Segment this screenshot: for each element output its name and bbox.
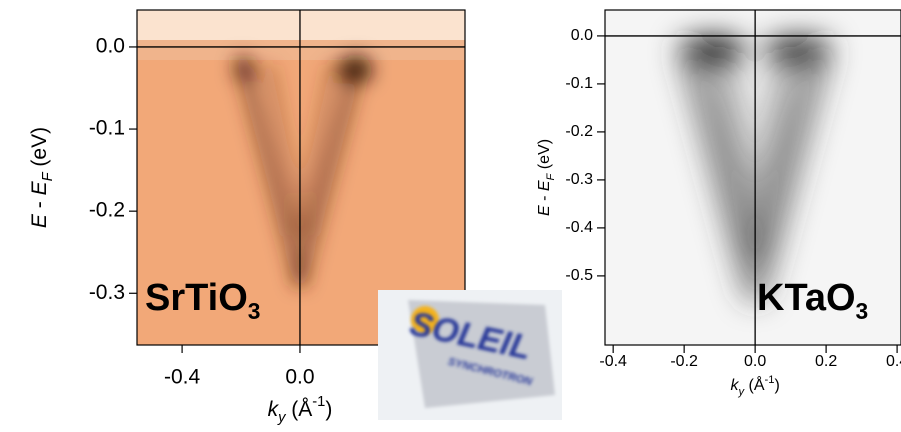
y-axis-label-part: (eV) [28,127,51,173]
sample-label-sub: 3 [248,298,261,324]
y-axis-label-part: F [545,172,557,180]
sample-label: SrTiO3 [145,277,260,324]
x-axis-label: ky (Å-1) [730,374,779,398]
y-axis-label: E - EF (eV) [28,127,56,228]
y-tick-label: -0.2 [565,123,593,140]
sample-label-sub: 3 [856,298,869,324]
x-axis-label-part: (Å [744,375,765,394]
bands [677,36,833,303]
plot-frame [604,9,901,346]
x-axis-label-part: ) [325,398,332,421]
heatmap [137,10,465,345]
y-tick-label: 0.0 [571,27,593,44]
y-tick-label: -0.1 [89,117,125,140]
x-tick-label: -0.4 [164,366,201,389]
logo-sun [411,306,439,334]
heatmap-edge [137,40,465,60]
x-axis-label-part: ) [774,377,779,394]
y-axis-label-part: E [28,180,51,195]
logo: SOLEIL SYNCHROTRON [378,290,562,420]
y-tick-label: -0.5 [565,267,593,284]
x-axis-label-part: y [277,410,287,426]
y-tick-label: -0.4 [565,219,593,236]
panel: 0.0 -0.1 -0.2 -0.3 -0.4 -0.5 -0.4 -0.2 0.0 0.2 0.4… [536,9,901,398]
sample-label: KTaO3 [757,277,868,324]
y-tick-label: -0.3 [89,281,125,304]
plot-frame [136,9,466,346]
y-axis-label-part: F [40,171,56,181]
sample-label-main: KTaO [757,277,856,319]
y-axis-label-part: - [536,191,553,205]
x-axis-label-part: -1 [312,394,325,410]
panel: 0.0-0.1-0.2-0.3-0.4 0.0E - EF (eV)ky (Å-1… [28,9,466,426]
x-axis-label-part: k [268,398,280,421]
x-tick-label: 0.4 [886,353,901,370]
x-tick-label: 0.0 [744,353,766,370]
x-axis-label-part: y [737,386,745,398]
x-tick-label: -0.2 [670,353,698,370]
y-axis-label-part: E [536,180,553,191]
logo-plate [408,300,555,408]
bands [233,55,373,287]
x-tick-label: 0.0 [285,366,314,389]
x-tick-label: 0.2 [815,353,837,370]
x-axis-label-part: k [730,377,739,394]
y-tick-label: 0.0 [96,34,125,57]
x-axis-label-part: -1 [765,374,775,386]
y-tick-label: -0.3 [565,171,593,188]
y-axis-label-part: - [28,195,51,214]
y-tick-label: -0.2 [89,199,125,222]
y-axis-label-part: E [28,213,51,228]
x-axis-label-part: (Å [285,398,312,421]
sample-label-main: SrTiO [145,277,248,319]
x-tick-label: -0.4 [599,353,627,370]
y-tick-label: -0.1 [565,75,593,92]
x-axis-label: ky (Å-1) [268,394,333,426]
y-axis-label: E - EF (eV) [536,139,557,216]
y-axis-label-part: E [536,205,553,216]
y-axis-label-part: (eV) [536,139,553,174]
